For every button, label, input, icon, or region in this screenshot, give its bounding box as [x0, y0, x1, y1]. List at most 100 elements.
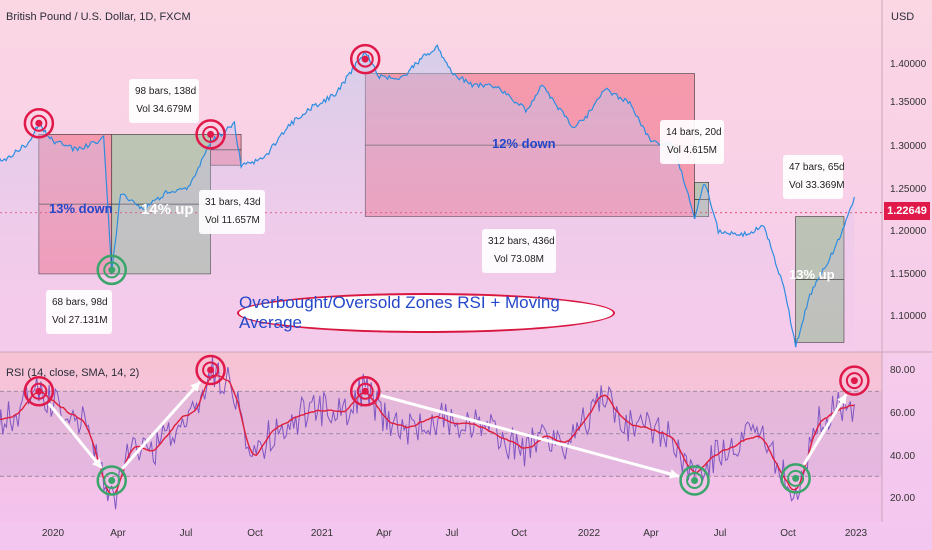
price-tick-label: 1.40000 [890, 59, 927, 70]
zone-stats-box: 14 bars, 20d Vol 4.615M [660, 120, 724, 164]
rsi-oversold-circle-dot [792, 474, 800, 482]
annotation-banner: Overbought/Oversold Zones RSI + Moving A… [237, 293, 615, 333]
time-tick-label: Jul [445, 528, 459, 539]
rsi-arrow-head [669, 469, 680, 479]
time-tick-label: Jul [713, 528, 727, 539]
marks-layer [23, 43, 870, 496]
rsi-oversold-circle-inner [787, 469, 805, 487]
rsi-oversold-circle-inner [686, 472, 704, 489]
overbought-circle-inner [202, 125, 220, 143]
time-tick-label: 2021 [310, 528, 334, 539]
overbought-circle-dot [361, 55, 369, 63]
rsi-indicator-label: RSI (14, close, SMA, 14, 2) [6, 367, 140, 379]
price-tick-label: 1.15000 [890, 269, 927, 280]
price-tick-label: 1.10000 [890, 311, 927, 322]
zone-percent-label: 14% up [141, 201, 194, 218]
oversold-circle-dot [108, 266, 116, 274]
rsi-arrow-head [190, 381, 200, 392]
rsi-oversold-circle [96, 465, 127, 496]
rsi-tick-label: 80.00 [890, 365, 916, 376]
zone-percent-label: 13% up [789, 267, 835, 282]
zone-bars-label: 14 bars, 20d [666, 127, 722, 138]
rsi-arrow-head [837, 394, 847, 405]
time-tick-label: Oct [247, 528, 263, 539]
overbought-circle-inner [30, 114, 48, 132]
rsi-arrow [802, 393, 848, 466]
rsi-line [0, 356, 855, 510]
time-tick-label: Oct [780, 528, 796, 539]
overbought-circle-inner [356, 50, 374, 68]
time-tick-label: 2022 [577, 528, 601, 539]
rsi-layer [0, 356, 882, 510]
zone-bars-label: 31 bars, 43d [205, 197, 261, 208]
price-tick-label: 1.30000 [890, 141, 927, 152]
overbought-circle-dot [207, 130, 215, 138]
overbought-circle-dot [35, 119, 43, 127]
zone-vol-label: Vol 4.615M [666, 145, 718, 156]
price-tick-label: 1.20000 [890, 226, 927, 237]
time-tick-label: Apr [643, 528, 659, 539]
zone-stats-box: 68 bars, 98d Vol 27.131M [46, 290, 112, 334]
price-tick-label: 1.25000 [890, 184, 927, 195]
zone-stats-box: 312 bars, 436d Vol 73.08M [482, 229, 556, 273]
oversold-circle-inner [103, 261, 121, 279]
rsi-arrow [47, 402, 103, 470]
rsi-arrow-head [92, 457, 102, 469]
rsi-overbought-circle [349, 376, 381, 407]
zone-percent-label: 13% down [49, 201, 113, 216]
zone-stats-box: 47 bars, 65d Vol 33.369M [783, 155, 845, 199]
zone-percent-label: 12% down [492, 136, 556, 151]
currency-label: USD [891, 11, 915, 23]
time-tick-label: 2020 [41, 528, 65, 539]
rsi-overbought-circle-inner [202, 361, 220, 379]
rsi-background [0, 352, 882, 522]
rsi-tick-label: 40.00 [890, 451, 916, 462]
rsi-ma-line [0, 374, 855, 496]
rsi-overbought-circle-inner [845, 372, 863, 390]
zone-vol-label: Vol 33.369M [789, 180, 845, 191]
rsi-overbought-circle-dot [361, 387, 369, 395]
rsi-overbought-circle [839, 365, 870, 396]
zone-stats-box: 98 bars, 138d Vol 34.679M [129, 79, 199, 123]
zone-bars-label: 47 bars, 65d [789, 162, 845, 173]
current-price-tag: 1.22649 [884, 202, 930, 220]
price-line [0, 44, 855, 348]
overbought-circle [23, 108, 55, 139]
oversold-circle [96, 254, 127, 286]
rsi-oversold-circle [780, 463, 811, 494]
rsi-overbought-circle-dot [35, 387, 43, 395]
rsi-overbought-circle-dot [850, 377, 858, 385]
zone-vol-label: Vol 73.08M [493, 254, 545, 265]
zone-bars-label: 312 bars, 436d [488, 236, 555, 247]
time-tick-label: Jul [179, 528, 193, 539]
price-area [0, 45, 855, 352]
rsi-arrow [380, 393, 680, 478]
overbought-circle [195, 119, 226, 150]
time-tick-label: Oct [511, 528, 527, 539]
rsi-overbought-circle-inner [30, 382, 48, 400]
zone-vol-label: Vol 34.679M [136, 104, 192, 115]
rsi-oversold-circle [679, 465, 710, 496]
rsi-tick-label: 60.00 [890, 408, 916, 419]
zone-vol-label: Vol 11.657M [205, 215, 260, 226]
price-tick-label: 1.35000 [890, 97, 927, 108]
rsi-oversold-circle-dot [691, 477, 699, 484]
zone-bars-label: 98 bars, 138d [135, 86, 197, 97]
rsi-oversold-circle-dot [108, 477, 116, 484]
zone-bars-label: 68 bars, 98d [52, 297, 108, 308]
chart-title: British Pound / U.S. Dollar, 1D, FXCM [6, 11, 191, 23]
overbought-circle [349, 43, 381, 75]
rsi-overbought-circle-inner [356, 382, 374, 400]
time-tick-label: Apr [376, 528, 392, 539]
rsi-overbought-circle-dot [207, 366, 215, 374]
zone-vol-label: Vol 27.131M [52, 315, 108, 326]
rsi-overbought-circle [23, 376, 55, 407]
time-tick-label: 2023 [844, 528, 868, 539]
time-tick-label: Apr [110, 528, 126, 539]
rsi-overbought-circle [195, 354, 226, 386]
rsi-tick-label: 20.00 [890, 493, 916, 504]
price-layer [0, 44, 855, 352]
zone-stats-box: 31 bars, 43d Vol 11.657M [199, 190, 265, 234]
rsi-oversold-circle-inner [103, 472, 121, 489]
